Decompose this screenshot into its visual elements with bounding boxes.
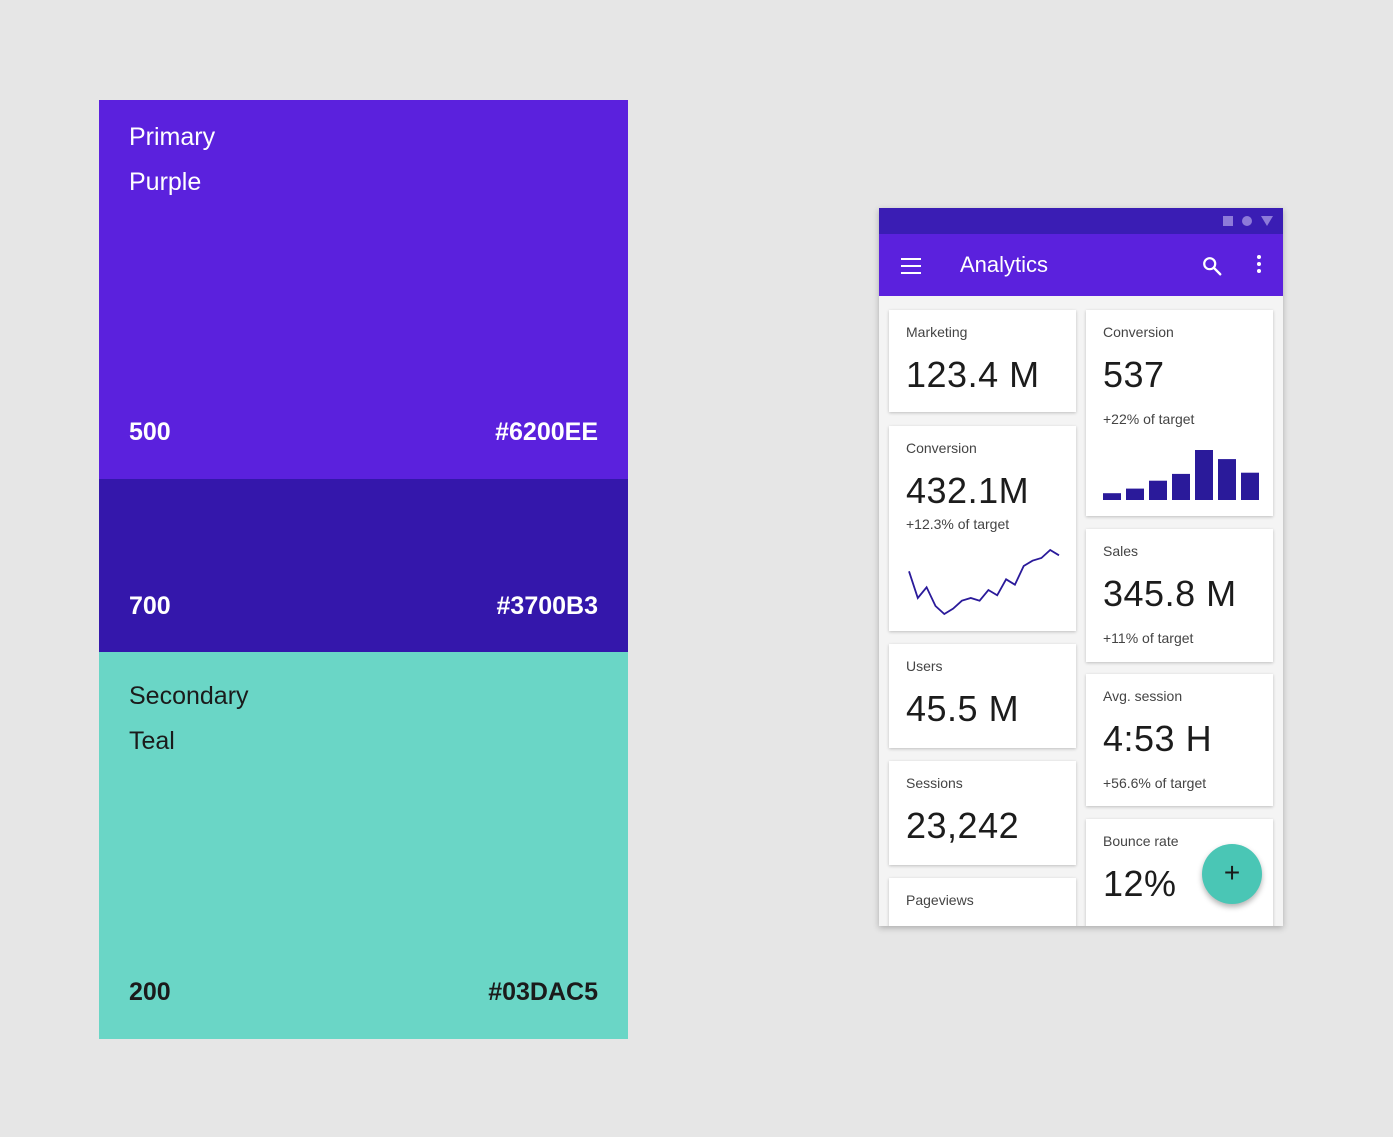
secondary-200-swatch: Secondary Teal 200 #03DAC5 <box>99 652 628 1039</box>
conversion-bar <box>1126 488 1144 500</box>
primary-500-swatch: Primary Purple 500 #6200EE <box>99 100 628 479</box>
card-value: 345.8 M <box>1103 573 1237 614</box>
conversion-bar <box>1103 493 1121 500</box>
card-target: +56.6% of target <box>1103 775 1207 791</box>
card-value: 432.1M <box>906 470 1030 511</box>
card-value: 4:53 H <box>1103 718 1213 759</box>
phone-mockup: Analytics Marketing 123.4 M Conversion 4… <box>879 208 1283 926</box>
sessions-card[interactable]: Sessions 23,242 <box>889 761 1076 865</box>
conversion-bar <box>1172 473 1190 500</box>
notification-icon <box>1223 216 1233 226</box>
add-fab-button[interactable]: + <box>1202 844 1262 904</box>
status-icons <box>1223 215 1273 227</box>
conversion-line-card[interactable]: Conversion 432.1M +12.3% of target <box>889 426 1076 631</box>
avg-session-card[interactable]: Avg. session 4:53 H +56.6% of target <box>1086 674 1273 806</box>
hex-200-label: #03DAC5 <box>488 978 598 1006</box>
menu-icon[interactable] <box>901 258 921 274</box>
card-value: 23,242 <box>906 805 1020 846</box>
conversion-line-series <box>908 548 1060 616</box>
card-label: Users <box>906 658 943 674</box>
card-value: 123.4 M <box>906 354 1040 395</box>
conversion-bar-chart <box>1103 450 1259 500</box>
purple-label: Purple <box>129 168 202 196</box>
shade-700-label: 700 <box>129 592 171 620</box>
primary-label: Primary <box>129 123 216 151</box>
primary-700-swatch: 700 #3700B3 <box>99 479 628 652</box>
card-target: +12.3% of target <box>906 516 1010 532</box>
conversion-bar <box>1149 480 1167 500</box>
conversion-bar-card[interactable]: Conversion 537 +22% of target <box>1086 310 1273 516</box>
shade-500-label: 500 <box>129 418 171 446</box>
conversion-bar <box>1195 450 1213 500</box>
card-value: 45.5 M <box>906 688 1020 729</box>
conversion-bar <box>1218 459 1236 500</box>
card-value: 537 <box>1103 354 1165 395</box>
hex-700-label: #3700B3 <box>496 592 598 620</box>
card-label: Conversion <box>906 440 977 456</box>
card-target: +22% of target <box>1103 411 1195 427</box>
teal-label: Teal <box>129 727 175 755</box>
pageviews-card[interactable]: Pageviews <box>889 878 1076 926</box>
card-label: Conversion <box>1103 324 1174 340</box>
add-icon: + <box>1223 857 1241 888</box>
hex-500-label: #6200EE <box>495 418 598 446</box>
wifi-icon <box>1261 216 1273 226</box>
search-icon[interactable] <box>1201 255 1223 277</box>
marketing-card[interactable]: Marketing 123.4 M <box>889 310 1076 412</box>
users-card[interactable]: Users 45.5 M <box>889 644 1076 748</box>
app-title: Analytics <box>960 252 1049 277</box>
card-label: Bounce rate <box>1103 833 1179 849</box>
card-target: +11% of target <box>1103 630 1194 646</box>
card-label: Sessions <box>906 775 963 791</box>
more-vert-icon[interactable] <box>1255 255 1263 277</box>
card-label: Pageviews <box>906 892 974 908</box>
shade-200-label: 200 <box>129 978 171 1006</box>
color-palette: Primary Purple 500 #6200EE 700 #3700B3 S… <box>99 100 628 1039</box>
secondary-name: Secondary Teal <box>129 674 249 764</box>
card-label: Avg. session <box>1103 688 1183 704</box>
primary-name: Primary Purple <box>129 115 215 205</box>
card-label: Marketing <box>906 324 968 340</box>
status-bar <box>879 208 1283 234</box>
card-value: 12% <box>1103 863 1177 904</box>
top-app-bar: Analytics <box>879 234 1283 296</box>
secondary-label: Secondary <box>129 682 249 710</box>
signal-icon <box>1242 216 1252 226</box>
conversion-bar <box>1241 472 1259 500</box>
conversion-line-chart <box>908 548 1060 616</box>
card-label: Sales <box>1103 543 1139 559</box>
sales-card[interactable]: Sales 345.8 M +11% of target <box>1086 529 1273 662</box>
